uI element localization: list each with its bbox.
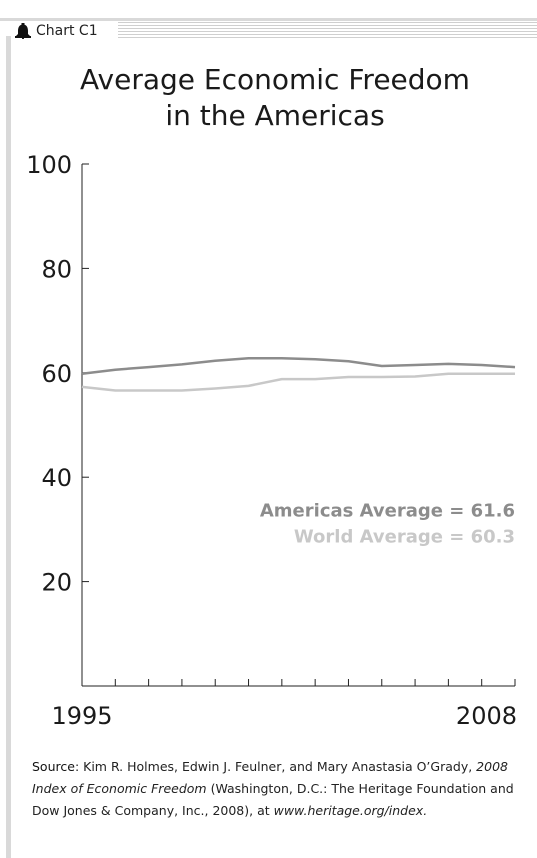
source-text-a: : Kim R. Holmes, Edwin J. Feulner, and M… [74,759,477,774]
source-text-b: (Washington, D.C.: The Heritage Foundati… [32,781,514,818]
chart-title: Average Economic Freedom in the Americas [30,62,520,134]
series-line-world [81,372,515,392]
annotation-label: Americas Average = 61.6 [260,500,515,521]
source-label: Source [32,759,75,774]
y-tick-label: 40 [41,464,72,492]
header-stripes [118,22,537,40]
source-publication-title: 2008 Index of Economic Freedom [32,759,508,796]
header-rule [0,18,537,21]
series-line-americas [81,356,516,376]
chart-title-line-2: in the Americas [165,99,385,132]
y-tick-label: 100 [26,151,72,179]
chart-tag-label: Chart C1 [36,23,98,39]
left-border [6,36,11,858]
chart-title-line-1: Average Economic Freedom [80,63,470,96]
source-url: www.heritage.org/index. [273,803,428,818]
chart-tag: Chart C1 [14,21,104,41]
x-tick-label: 1995 [51,702,112,730]
annotation-label: World Average = 60.3 [294,526,515,547]
liberty-bell-icon [14,23,32,39]
source-note: Source: Kim R. Holmes, Edwin J. Feulner,… [32,756,522,822]
x-tick-label: 2008 [456,702,517,730]
y-tick-label: 60 [41,360,72,388]
y-tick-label: 20 [41,569,72,597]
y-tick-label: 80 [41,255,72,283]
chart-header: Chart C1 [0,18,537,42]
